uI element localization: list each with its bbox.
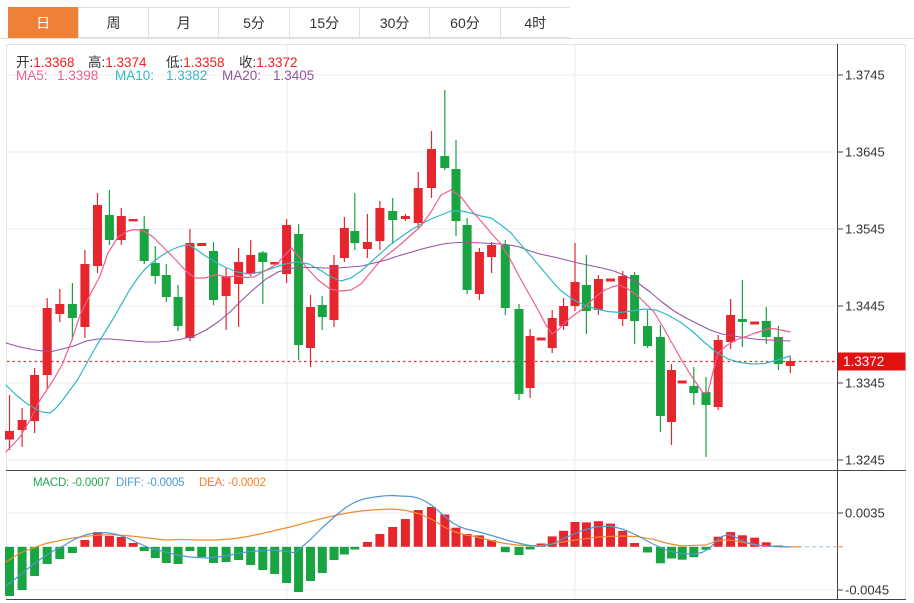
svg-text:1.3245: 1.3245 <box>845 453 885 468</box>
svg-text:1.3545: 1.3545 <box>845 222 885 237</box>
svg-text:1.3345: 1.3345 <box>845 376 885 391</box>
svg-text:1.3745: 1.3745 <box>845 68 885 83</box>
svg-text:1.3445: 1.3445 <box>845 299 885 314</box>
svg-text:1.3645: 1.3645 <box>845 145 885 160</box>
svg-text:1.3372: 1.3372 <box>843 354 884 369</box>
svg-text:-0.0045: -0.0045 <box>845 583 889 598</box>
svg-text:0.0035: 0.0035 <box>845 506 885 521</box>
